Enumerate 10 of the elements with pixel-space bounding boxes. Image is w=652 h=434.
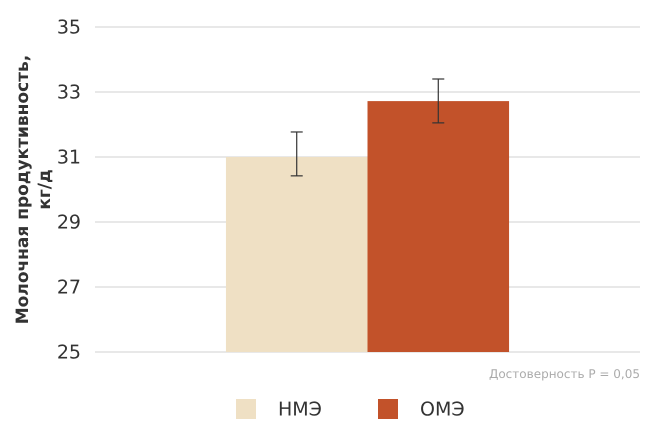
text: Достоверность P = 0,05 <box>488 367 640 381</box>
y-tick-label: 33 <box>56 82 81 104</box>
y-axis-title: Молочная продуктивность, кг/д <box>13 54 55 324</box>
y-tick-label: 31 <box>56 146 81 169</box>
y-tick-label: 35 <box>56 16 81 39</box>
legend-label: НМЭ <box>278 398 322 421</box>
legend-label: ОМЭ <box>420 398 465 421</box>
y-tick-label: 27 <box>56 276 81 299</box>
y-tick-label: 25 <box>56 342 81 364</box>
y-tick-label: 29 <box>56 212 81 234</box>
